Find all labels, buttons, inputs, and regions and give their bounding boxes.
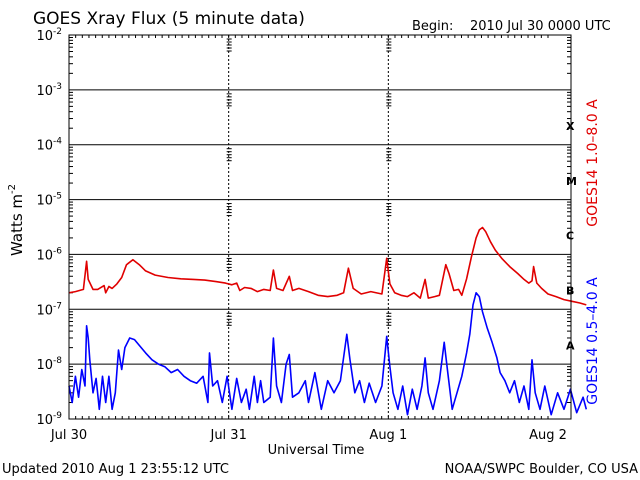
y-tick-label: 10-9 [36, 411, 62, 428]
y-axis-label: Watts m-2 [7, 184, 26, 256]
y-tick-label: 10-3 [36, 82, 62, 99]
y-tick-labels: 10-2 10-3 10-4 10-5 10-6 10-7 10-8 10-9 [36, 27, 62, 428]
x-tick-label: Aug 1 [369, 428, 407, 443]
y-tick-label: 10-7 [36, 301, 62, 318]
x-tick-labels: Jul 30 Jul 31 Aug 1 Aug 2 [50, 428, 567, 443]
legend-short-channel: GOES14 0.5–4.0 A [585, 277, 601, 405]
source-credit: NOAA/SWPC Boulder, CO USA [445, 462, 638, 477]
y-tick-label: 10-5 [36, 192, 62, 209]
x-axis-label: Universal Time [268, 443, 365, 458]
flare-class-label: C [566, 230, 574, 243]
series-short-channel [68, 292, 588, 416]
begin-label: Begin: [412, 19, 453, 34]
plot-frame [68, 34, 572, 420]
x-tick-label: Jul 31 [209, 428, 246, 443]
data-series [68, 226, 588, 416]
flare-class-label: B [566, 285, 574, 298]
series-long-channel [68, 226, 587, 306]
y-tick-label: 10-8 [36, 356, 62, 373]
chart-title: GOES Xray Flux (5 minute data) [33, 9, 305, 29]
y-tick-label: 10-4 [36, 137, 62, 154]
y-tick-label: 10-6 [36, 246, 62, 263]
updated-timestamp: Updated 2010 Aug 1 23:55:12 UTC [2, 462, 229, 477]
grid-and-ticks [68, 35, 571, 419]
y-tick-label: 10-2 [36, 27, 62, 44]
x-tick-label: Aug 2 [529, 428, 567, 443]
x-tick-label: Jul 30 [50, 428, 87, 443]
legend-long-channel: GOES14 1.0–8.0 A [585, 99, 601, 227]
begin-value: 2010 Jul 30 0000 UTC [470, 19, 611, 34]
